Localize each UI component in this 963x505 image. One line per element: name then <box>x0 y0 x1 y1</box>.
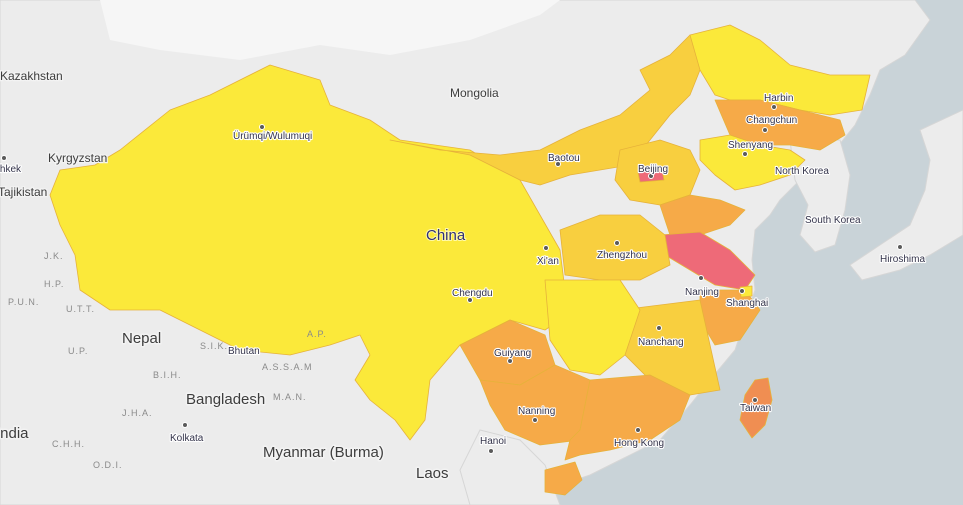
label-nanchang: Nanchang <box>638 337 684 348</box>
marker-xian[interactable] <box>543 245 549 251</box>
label-south-korea: South Korea <box>805 215 861 226</box>
label-baotou: Baotou <box>548 153 580 164</box>
marker-bishkek[interactable] <box>1 155 7 161</box>
label-north-korea: North Korea <box>775 166 829 177</box>
korean-peninsula <box>789 139 851 253</box>
label-zhengzhou: Zhengzhou <box>597 250 647 261</box>
label-pun: P.U.N. <box>8 297 39 307</box>
marker-shenyang[interactable] <box>742 151 748 157</box>
label-nanning: Nanning <box>518 406 555 417</box>
label-india: India <box>0 425 29 442</box>
label-bangladesh: Bangladesh <box>186 391 265 408</box>
marker-hanoi[interactable] <box>488 448 494 454</box>
label-xian: Xi'an <box>537 256 559 267</box>
label-shanghai: Shanghai <box>726 298 768 309</box>
label-beijing: Beijing <box>638 164 668 175</box>
marker-hiroshima[interactable] <box>897 244 903 250</box>
region-jiangxi-fujian[interactable] <box>619 299 721 396</box>
label-bishkek: Bishkek <box>0 164 22 175</box>
marker-taiwan[interactable] <box>752 397 758 403</box>
label-bhutan: Bhutan <box>228 346 260 357</box>
marker-nanjing[interactable] <box>698 275 704 281</box>
marker-changchun[interactable] <box>762 127 768 133</box>
china-choropleth[interactable] <box>49 24 871 496</box>
marker-nanchang[interactable] <box>656 325 662 331</box>
label-kyrgyzstan: Kyrgyzstan <box>48 151 107 165</box>
marker-urumqi[interactable] <box>259 124 265 130</box>
label-nanjing: Nanjing <box>685 287 719 298</box>
label-mongolia: Mongolia <box>450 86 499 100</box>
label-taiwan: Taiwan <box>740 403 771 414</box>
label-chh: C.H.H. <box>52 439 85 449</box>
label-kazakhstan: Kazakhstan <box>0 69 63 83</box>
marker-beijing[interactable] <box>648 173 654 179</box>
label-man: M.A.N. <box>273 392 307 402</box>
label-guiyang: Guiyang <box>494 348 531 359</box>
label-nepal: Nepal <box>122 330 161 347</box>
label-tajikistan: Tajikistan <box>0 185 47 199</box>
label-kolkata: Kolkata <box>170 433 204 444</box>
label-myanmar: Myanmar (Burma) <box>263 444 384 461</box>
marker-zhengzhou[interactable] <box>614 240 620 246</box>
label-sik: S.I.K. <box>200 341 228 351</box>
region-taiwan[interactable] <box>739 377 773 439</box>
japan-landmass <box>849 109 963 281</box>
label-hanoi: Hanoi <box>480 436 506 447</box>
region-guangdong[interactable] <box>564 374 691 461</box>
label-odi: O.D.I. <box>93 460 123 470</box>
marker-hong-kong[interactable] <box>635 427 641 433</box>
marker-shanghai[interactable] <box>739 288 745 294</box>
region-hainan[interactable] <box>544 461 583 496</box>
label-utt: U.T.T. <box>66 304 95 314</box>
label-urumqi: Ürümqi/Wulumuqi <box>233 130 312 142</box>
marker-chengdu[interactable] <box>467 297 473 303</box>
label-jha: J.H.A. <box>122 408 153 418</box>
marker-nanning[interactable] <box>532 417 538 423</box>
region-henan[interactable] <box>559 214 671 281</box>
label-jk: J.K. <box>44 251 64 261</box>
label-hong-kong: Hong Kong <box>614 438 664 449</box>
label-up: U.P. <box>68 346 88 356</box>
label-assam: A.S.S.A.M <box>262 362 313 372</box>
city-markers <box>1 104 903 454</box>
label-shenyang: Shenyang <box>728 140 773 151</box>
southeast-asia <box>459 429 561 505</box>
label-hp: H.P. <box>44 279 64 289</box>
label-hiroshima: Hiroshima <box>880 254 925 265</box>
label-bih: B.I.H. <box>153 370 182 380</box>
region-liaoning[interactable] <box>699 134 806 191</box>
label-laos: Laos <box>416 465 449 482</box>
region-hubei-hunan[interactable] <box>544 279 641 376</box>
snow-ridge <box>100 0 560 60</box>
label-chengdu: Chengdu <box>452 288 493 299</box>
label-harbin: Harbin <box>764 93 793 104</box>
marker-guiyang[interactable] <box>507 358 513 364</box>
label-china: China <box>426 227 466 244</box>
marker-baotou[interactable] <box>555 161 561 167</box>
label-changchun: Changchun <box>746 115 797 126</box>
marker-kolkata[interactable] <box>182 422 188 428</box>
region-heilongjiang[interactable] <box>689 24 871 116</box>
label-ap: A.P. <box>307 329 327 339</box>
marker-harbin[interactable] <box>771 104 777 110</box>
